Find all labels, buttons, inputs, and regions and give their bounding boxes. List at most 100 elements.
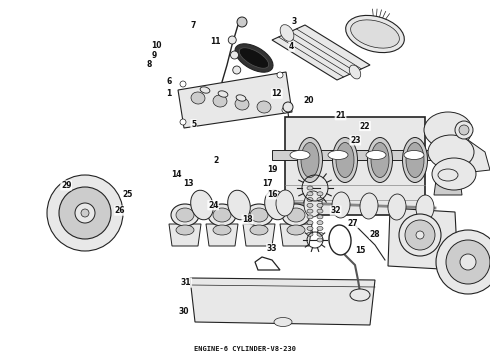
- Ellipse shape: [345, 15, 404, 53]
- Text: 16: 16: [267, 190, 277, 199]
- Circle shape: [180, 119, 186, 125]
- Ellipse shape: [213, 95, 227, 107]
- Text: 33: 33: [267, 244, 277, 253]
- Ellipse shape: [245, 204, 273, 226]
- Ellipse shape: [301, 143, 319, 177]
- Ellipse shape: [317, 215, 323, 219]
- Ellipse shape: [317, 203, 323, 207]
- Polygon shape: [243, 224, 275, 246]
- Ellipse shape: [276, 190, 294, 216]
- Ellipse shape: [250, 208, 268, 222]
- Circle shape: [230, 51, 239, 59]
- Text: 9: 9: [152, 51, 157, 60]
- Ellipse shape: [235, 44, 273, 72]
- Circle shape: [436, 230, 490, 294]
- Ellipse shape: [328, 150, 348, 159]
- Text: 28: 28: [369, 230, 380, 239]
- Ellipse shape: [438, 169, 458, 181]
- Text: 7: 7: [191, 21, 196, 30]
- Text: 3: 3: [292, 17, 296, 26]
- Ellipse shape: [405, 220, 435, 250]
- Ellipse shape: [406, 143, 424, 177]
- Ellipse shape: [307, 198, 313, 202]
- Ellipse shape: [307, 203, 313, 207]
- Ellipse shape: [282, 204, 310, 226]
- Circle shape: [59, 187, 111, 239]
- Ellipse shape: [218, 91, 228, 97]
- Polygon shape: [206, 224, 238, 246]
- Ellipse shape: [307, 186, 313, 190]
- Ellipse shape: [307, 232, 313, 236]
- Ellipse shape: [351, 20, 399, 48]
- Polygon shape: [178, 72, 292, 128]
- Ellipse shape: [416, 195, 434, 221]
- Circle shape: [277, 72, 283, 78]
- Ellipse shape: [250, 225, 268, 235]
- Text: 32: 32: [330, 206, 341, 215]
- Ellipse shape: [366, 150, 386, 159]
- Polygon shape: [388, 208, 458, 270]
- Ellipse shape: [317, 192, 323, 196]
- Polygon shape: [434, 165, 462, 195]
- Ellipse shape: [399, 214, 441, 256]
- Ellipse shape: [200, 87, 210, 93]
- Circle shape: [460, 254, 476, 270]
- Text: 29: 29: [61, 181, 72, 190]
- Ellipse shape: [317, 221, 323, 225]
- Text: 10: 10: [151, 41, 162, 50]
- Ellipse shape: [424, 112, 472, 148]
- Ellipse shape: [191, 190, 213, 220]
- Polygon shape: [272, 150, 432, 160]
- Ellipse shape: [428, 135, 474, 169]
- Text: ENGINE-6 CYLINDER-V8-230: ENGINE-6 CYLINDER-V8-230: [194, 346, 296, 352]
- Text: 8: 8: [147, 60, 152, 69]
- Text: 1: 1: [167, 89, 172, 98]
- Circle shape: [81, 209, 89, 217]
- Ellipse shape: [317, 238, 323, 242]
- Ellipse shape: [371, 143, 389, 177]
- Text: 27: 27: [347, 219, 358, 228]
- Ellipse shape: [402, 138, 427, 183]
- Circle shape: [283, 102, 293, 112]
- Ellipse shape: [297, 138, 322, 183]
- Circle shape: [237, 17, 247, 27]
- Ellipse shape: [274, 318, 292, 327]
- Text: 13: 13: [183, 179, 194, 188]
- Ellipse shape: [176, 208, 194, 222]
- Text: 6: 6: [167, 77, 172, 86]
- Ellipse shape: [213, 208, 231, 222]
- Ellipse shape: [235, 98, 249, 110]
- Ellipse shape: [257, 101, 271, 113]
- Ellipse shape: [432, 158, 476, 190]
- Text: 12: 12: [271, 89, 282, 98]
- Ellipse shape: [317, 209, 323, 213]
- Text: 19: 19: [267, 165, 277, 174]
- Ellipse shape: [191, 92, 205, 104]
- Polygon shape: [285, 117, 425, 215]
- Circle shape: [282, 107, 288, 113]
- Ellipse shape: [332, 192, 350, 218]
- Ellipse shape: [307, 226, 313, 230]
- Text: 5: 5: [191, 120, 196, 129]
- Ellipse shape: [265, 190, 287, 220]
- Ellipse shape: [290, 150, 310, 159]
- Ellipse shape: [304, 191, 322, 217]
- Ellipse shape: [171, 204, 199, 226]
- Ellipse shape: [336, 143, 354, 177]
- Ellipse shape: [317, 226, 323, 230]
- Text: 30: 30: [178, 307, 189, 316]
- Ellipse shape: [307, 209, 313, 213]
- Ellipse shape: [236, 95, 246, 101]
- Text: 4: 4: [289, 42, 294, 51]
- Polygon shape: [190, 278, 375, 325]
- Ellipse shape: [388, 194, 406, 220]
- Text: 26: 26: [115, 206, 125, 215]
- Ellipse shape: [333, 138, 358, 183]
- Text: 11: 11: [210, 37, 221, 46]
- Ellipse shape: [455, 121, 473, 139]
- Text: 2: 2: [213, 156, 218, 165]
- Polygon shape: [272, 25, 370, 80]
- Text: 24: 24: [208, 201, 219, 210]
- Text: 20: 20: [303, 96, 314, 105]
- Polygon shape: [468, 140, 490, 172]
